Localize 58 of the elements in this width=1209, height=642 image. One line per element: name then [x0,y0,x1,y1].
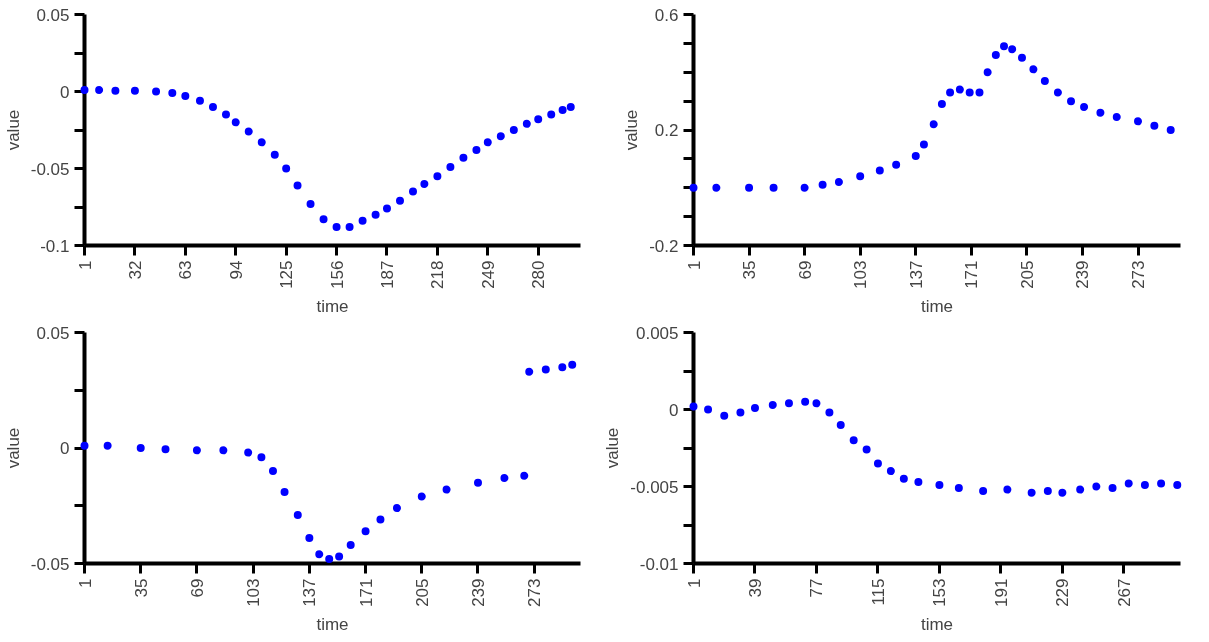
x-tick-label: 1 [684,260,704,270]
x-tick-label: 153 [930,578,950,607]
x-tick-label: 249 [478,260,498,289]
x-tick-label: 267 [1114,578,1134,607]
x-tick-label: 205 [412,578,432,607]
x-tick-label: 35 [740,260,760,280]
x-tick-label: 63 [176,260,196,280]
x-tick-label: 32 [125,260,145,280]
x-tick-label: 156 [327,260,347,289]
x-tick-label: 171 [356,578,376,607]
x-tick-label: 1 [75,578,95,588]
x-tick-label: 205 [1017,260,1037,289]
x-tick-label: 273 [1129,260,1149,289]
x-axis-title: time [920,614,954,634]
y-tick-label: 0.005 [635,323,679,343]
x-tick-label: 1 [684,578,704,588]
x-tick-label: 137 [906,260,926,289]
y-axis-title: value [622,109,642,151]
x-axis-title: time [316,614,349,634]
x-axis-title: time [316,296,349,316]
x-tick-label: 171 [962,260,982,289]
x-tick-label: 77 [807,578,827,598]
y-tick-label: 0 [60,439,70,458]
x-tick-label: 187 [377,260,397,289]
x-tick-label: 103 [851,260,871,289]
y-axis-title: value [603,427,623,469]
x-tick-label: 94 [226,260,246,280]
x-tick-label: 218 [428,260,448,289]
x-tick-label: 239 [468,578,488,607]
x-axis-title: time [920,296,954,316]
y-tick-label: 0 [669,400,679,420]
y-tick-label: 0.6 [654,5,679,25]
y-axis-title: value [3,109,23,151]
y-tick-label: -0.05 [30,554,70,574]
y-tick-label: -0.2 [649,236,679,256]
y-tick-label: 0.2 [654,121,679,140]
x-tick-label: 69 [795,260,815,280]
x-tick-label: 229 [1053,578,1073,607]
y-axis-title: value [3,427,23,469]
x-tick-label: 239 [1073,260,1093,289]
x-tick-label: 69 [187,578,207,598]
y-tick-label: -0.01 [639,554,679,574]
x-tick-label: 39 [745,578,765,598]
y-tick-label: 0.05 [36,323,70,343]
y-tick-label: 0.05 [36,5,70,25]
x-tick-label: 125 [277,260,297,289]
y-tick-label: 0 [60,82,70,102]
x-tick-label: 115 [868,578,888,606]
x-tick-label: 191 [991,578,1011,607]
y-tick-label: -0.1 [40,236,70,256]
x-tick-label: 1 [75,260,95,270]
y-tick-label: -0.005 [630,477,679,497]
x-tick-label: 280 [529,260,549,289]
x-tick-label: 137 [300,578,320,607]
x-tick-label: 273 [525,578,545,607]
x-tick-label: 35 [131,578,151,598]
x-tick-label: 103 [244,578,264,607]
y-tick-label: -0.05 [30,159,70,179]
